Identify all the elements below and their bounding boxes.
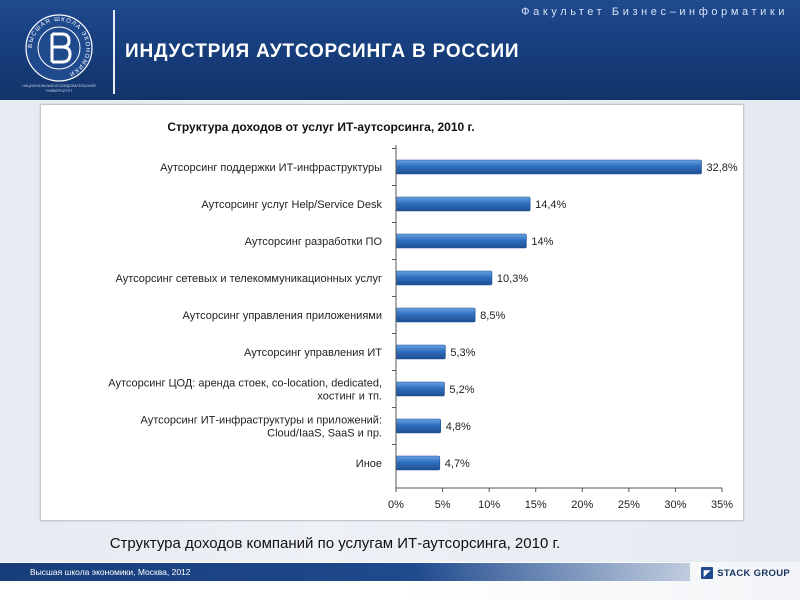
footer: Высшая школа экономики, Москва, 2012 ◤ S… (0, 562, 800, 600)
category-label: Аутсорсинг поддержки ИТ-инфраструктуры (160, 162, 382, 174)
chart-title: Структура доходов от услуг ИТ-аутсорсинг… (167, 120, 474, 134)
stack-group-label: STACK GROUP (717, 567, 790, 579)
value-label: 4,8% (446, 421, 471, 433)
bar (395, 381, 445, 397)
value-label: 32,8% (707, 162, 738, 174)
x-tick-label: 15% (525, 499, 547, 511)
category-label: Аутсорсинг сетевых и телекоммуникационны… (116, 273, 382, 285)
bar (395, 159, 702, 175)
stack-group-logo: ◤ STACK GROUP (701, 565, 790, 581)
bar (395, 344, 446, 360)
page-title: ИНДУСТРИЯ АУТСОРСИНГА В РОССИИ (125, 41, 520, 62)
hse-logo: ВЫСШАЯ ШКОЛА ЭКОНОМИКИ НАЦИОНАЛЬНЫЙ ИССЛ… (14, 12, 104, 93)
x-tick-label: 30% (664, 499, 686, 511)
bar (395, 233, 527, 249)
category-label: Аутсорсинг ИТ-инфраструктуры и приложени… (140, 415, 382, 440)
bar (395, 455, 441, 471)
x-tick-label: 0% (388, 499, 404, 511)
x-tick-label: 25% (618, 499, 640, 511)
x-tick-label: 5% (435, 499, 451, 511)
value-label: 14,4% (535, 199, 566, 211)
bar (395, 196, 531, 212)
value-label: 10,3% (497, 273, 528, 285)
category-label: Аутсорсинг ЦОД: аренда стоек, co-locatio… (108, 378, 382, 403)
value-label: 5,3% (450, 347, 475, 359)
value-label: 14% (531, 236, 553, 248)
footer-text: Высшая школа экономики, Москва, 2012 (30, 567, 191, 577)
x-tick-label: 10% (478, 499, 500, 511)
value-label: 5,2% (449, 384, 474, 396)
category-label: Аутсорсинг управления ИТ (244, 347, 382, 359)
value-label: 4,7% (445, 458, 470, 470)
footer-bar: Высшая школа экономики, Москва, 2012 (0, 563, 690, 581)
category-label: Аутсорсинг услуг Help/Service Desk (201, 199, 382, 211)
category-label: Аутсорсинг разработки ПО (245, 236, 383, 248)
category-label: Аутсорсинг управления приложениями (183, 310, 382, 322)
faculty-name: Факультет Бизнес–информатики (521, 6, 788, 18)
bar (395, 307, 476, 323)
bar (395, 418, 442, 434)
bar-chart: Структура доходов от услуг ИТ-аутсорсинг… (108, 120, 738, 511)
slide-caption: Структура доходов компаний по услугам ИТ… (109, 535, 561, 552)
hse-emblem-icon: ВЫСШАЯ ШКОЛА ЭКОНОМИКИ (25, 14, 93, 82)
x-tick-label: 20% (571, 499, 593, 511)
bar (395, 270, 493, 286)
x-tick-label: 35% (711, 499, 733, 511)
category-label: Иное (356, 458, 382, 470)
logo-caption: НАЦИОНАЛЬНЫЙ ИССЛЕДОВАТЕЛЬСКИЙ УНИВЕРСИТ… (22, 84, 96, 93)
stack-logo-icon: ◤ (701, 567, 714, 579)
header-band: ВЫСШАЯ ШКОЛА ЭКОНОМИКИ НАЦИОНАЛЬНЫЙ ИССЛ… (0, 0, 800, 100)
chart-panel: Структура доходов от услуг ИТ-аутсорсинг… (40, 104, 744, 521)
value-label: 8,5% (480, 310, 505, 322)
header-divider (113, 10, 115, 94)
